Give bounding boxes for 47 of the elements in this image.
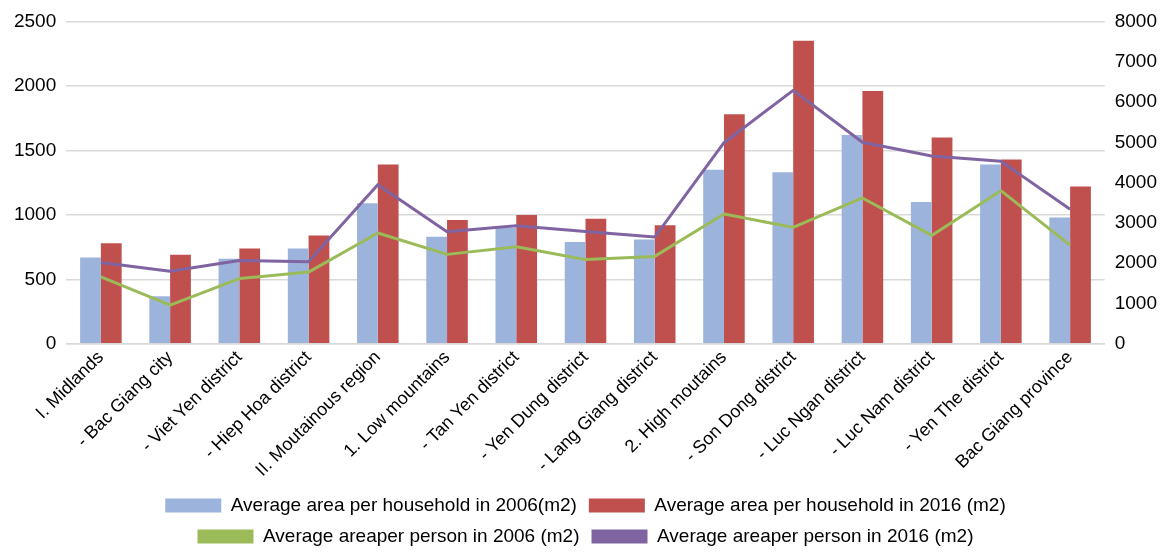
bar xyxy=(980,164,1001,344)
bar xyxy=(377,164,399,344)
legend-label: Average area per household in 2006(m2) xyxy=(230,493,577,515)
bar xyxy=(357,203,378,344)
bar xyxy=(841,134,863,344)
legend-label: Average area per household in 2016 (m2) xyxy=(654,493,1006,515)
y-tick-label: 2500 xyxy=(13,9,57,31)
y2-tick-label: 8000 xyxy=(1114,9,1158,31)
bar xyxy=(100,243,122,344)
bar xyxy=(1049,217,1071,344)
bar xyxy=(495,227,517,344)
y2-tick-label: 6000 xyxy=(1114,90,1158,112)
bar xyxy=(80,257,101,344)
bar xyxy=(287,248,309,344)
bar xyxy=(516,214,538,344)
bar xyxy=(931,137,953,344)
y2-tick-label: 4000 xyxy=(1114,170,1158,192)
bar xyxy=(426,236,448,344)
bar xyxy=(633,239,655,344)
y-tick-label: 1000 xyxy=(13,203,57,225)
bar xyxy=(585,218,607,344)
y2-tick-label: 7000 xyxy=(1114,49,1158,71)
y-tick-label: 0 xyxy=(45,332,57,354)
bar xyxy=(910,201,932,344)
bar xyxy=(564,241,586,344)
y-tick-label: 500 xyxy=(24,267,57,289)
bar xyxy=(1000,159,1022,344)
y2-tick-label: 3000 xyxy=(1114,211,1158,233)
y-tick-label: 2000 xyxy=(13,74,57,96)
y2-tick-label: 1000 xyxy=(1114,291,1158,313)
y2-tick-label: 5000 xyxy=(1114,130,1158,152)
y2-tick-label: 0 xyxy=(1114,332,1126,354)
bar xyxy=(793,40,814,344)
bar xyxy=(723,114,745,344)
bar xyxy=(772,172,794,344)
y2-tick-label: 2000 xyxy=(1114,251,1158,273)
bar xyxy=(1070,186,1091,344)
y-tick-label: 1500 xyxy=(13,138,57,160)
bar xyxy=(239,248,261,344)
bar xyxy=(862,91,884,344)
bar xyxy=(447,220,468,344)
bar xyxy=(703,169,724,344)
bar xyxy=(170,254,191,344)
legend-label: Average areaper person in 2016 (m2) xyxy=(657,524,974,546)
bar xyxy=(654,225,676,344)
legend-label: Average areaper person in 2006 (m2) xyxy=(262,524,580,546)
bar xyxy=(149,296,171,344)
